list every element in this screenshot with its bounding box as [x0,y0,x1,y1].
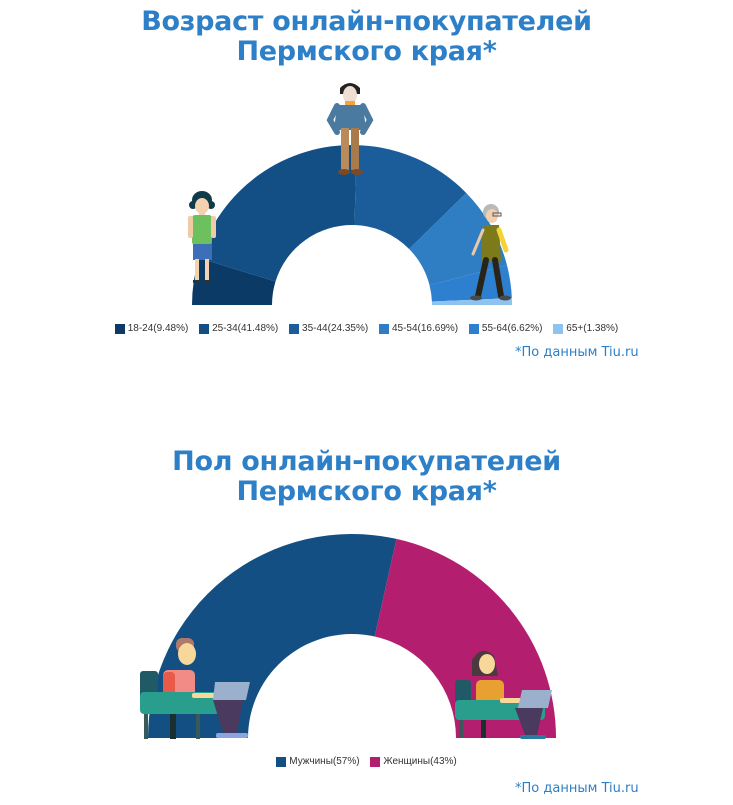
gender-chart-title: Пол онлайн-покупателей Пермского края* [0,447,733,507]
gender-chart-title-line2: Пермского края* [236,476,497,507]
legend-label: 55-64(6.62%) [481,323,543,334]
legend-swatch [114,323,125,334]
legend-item-men[interactable]: Мужчины(57%) [276,756,360,767]
man-at-laptop-illustration [140,638,250,739]
donut-segment-35-44[interactable] [354,145,467,249]
age-chart-legend: 18-24(9.48%) 25-34(41.48%) 35-44(24.35%)… [0,323,733,337]
age-chart-title-line2: Пермского края* [236,36,497,67]
legend-label: Женщины(43%) [383,756,457,767]
gender-chart-title-line1: Пол онлайн-покупателей [172,446,561,477]
man-illustration [326,83,374,175]
legend-swatch [553,323,564,334]
legend-swatch [199,323,210,334]
gender-chart-source-note: *По данным Tiu.ru [515,781,639,796]
gender-chart-legend: Мужчины(57%) Женщины(43%) [0,756,733,770]
donut-segment-женщины[interactable] [374,538,556,738]
legend-swatch [276,756,287,767]
legend-item-65-plus[interactable]: 65+(1.38%) [553,323,618,334]
legend-label: 18-24(9.48%) [127,323,189,334]
gender-semi-donut [148,534,556,738]
legend-label: 65+(1.38%) [566,323,619,334]
woman-at-laptop-illustration [455,650,552,739]
legend-label: 45-54(16.69%) [391,323,459,334]
donut-segment-65-[interactable] [431,298,512,305]
legend-label: 35-44(24.35%) [302,323,369,334]
donut-segment-мужчины[interactable] [148,534,397,738]
age-semi-donut [192,144,512,305]
legend-swatch [289,323,300,334]
legend-swatch [370,756,381,767]
elderly-man-illustration [470,204,511,301]
legend-item-25-34[interactable]: 25-34(41.48%) [199,323,278,334]
legend-swatch [378,323,389,334]
legend-swatch [468,323,479,334]
legend-item-18-24[interactable]: 18-24(9.48%) [114,323,189,334]
legend-item-35-44[interactable]: 35-44(24.35%) [289,323,368,334]
donut-segment-55-64[interactable] [429,265,512,302]
legend-item-women[interactable]: Женщины(43%) [370,756,457,767]
legend-item-55-64[interactable]: 55-64(6.62%) [468,323,543,334]
donut-segment-25-34[interactable] [199,144,357,282]
age-chart-source-note: *По данным Tiu.ru [515,345,639,360]
donut-segment-18-24[interactable] [192,258,276,305]
age-chart-title-line1: Возраст онлайн-покупателей [141,6,592,37]
legend-label: 25-34(41.48%) [212,323,279,334]
legend-label: Мужчины(57%) [289,756,360,767]
age-chart-title: Возраст онлайн-покупателей Пермского кра… [0,7,733,67]
legend-item-45-54[interactable]: 45-54(16.69%) [378,323,459,334]
girl-illustration [188,191,216,283]
